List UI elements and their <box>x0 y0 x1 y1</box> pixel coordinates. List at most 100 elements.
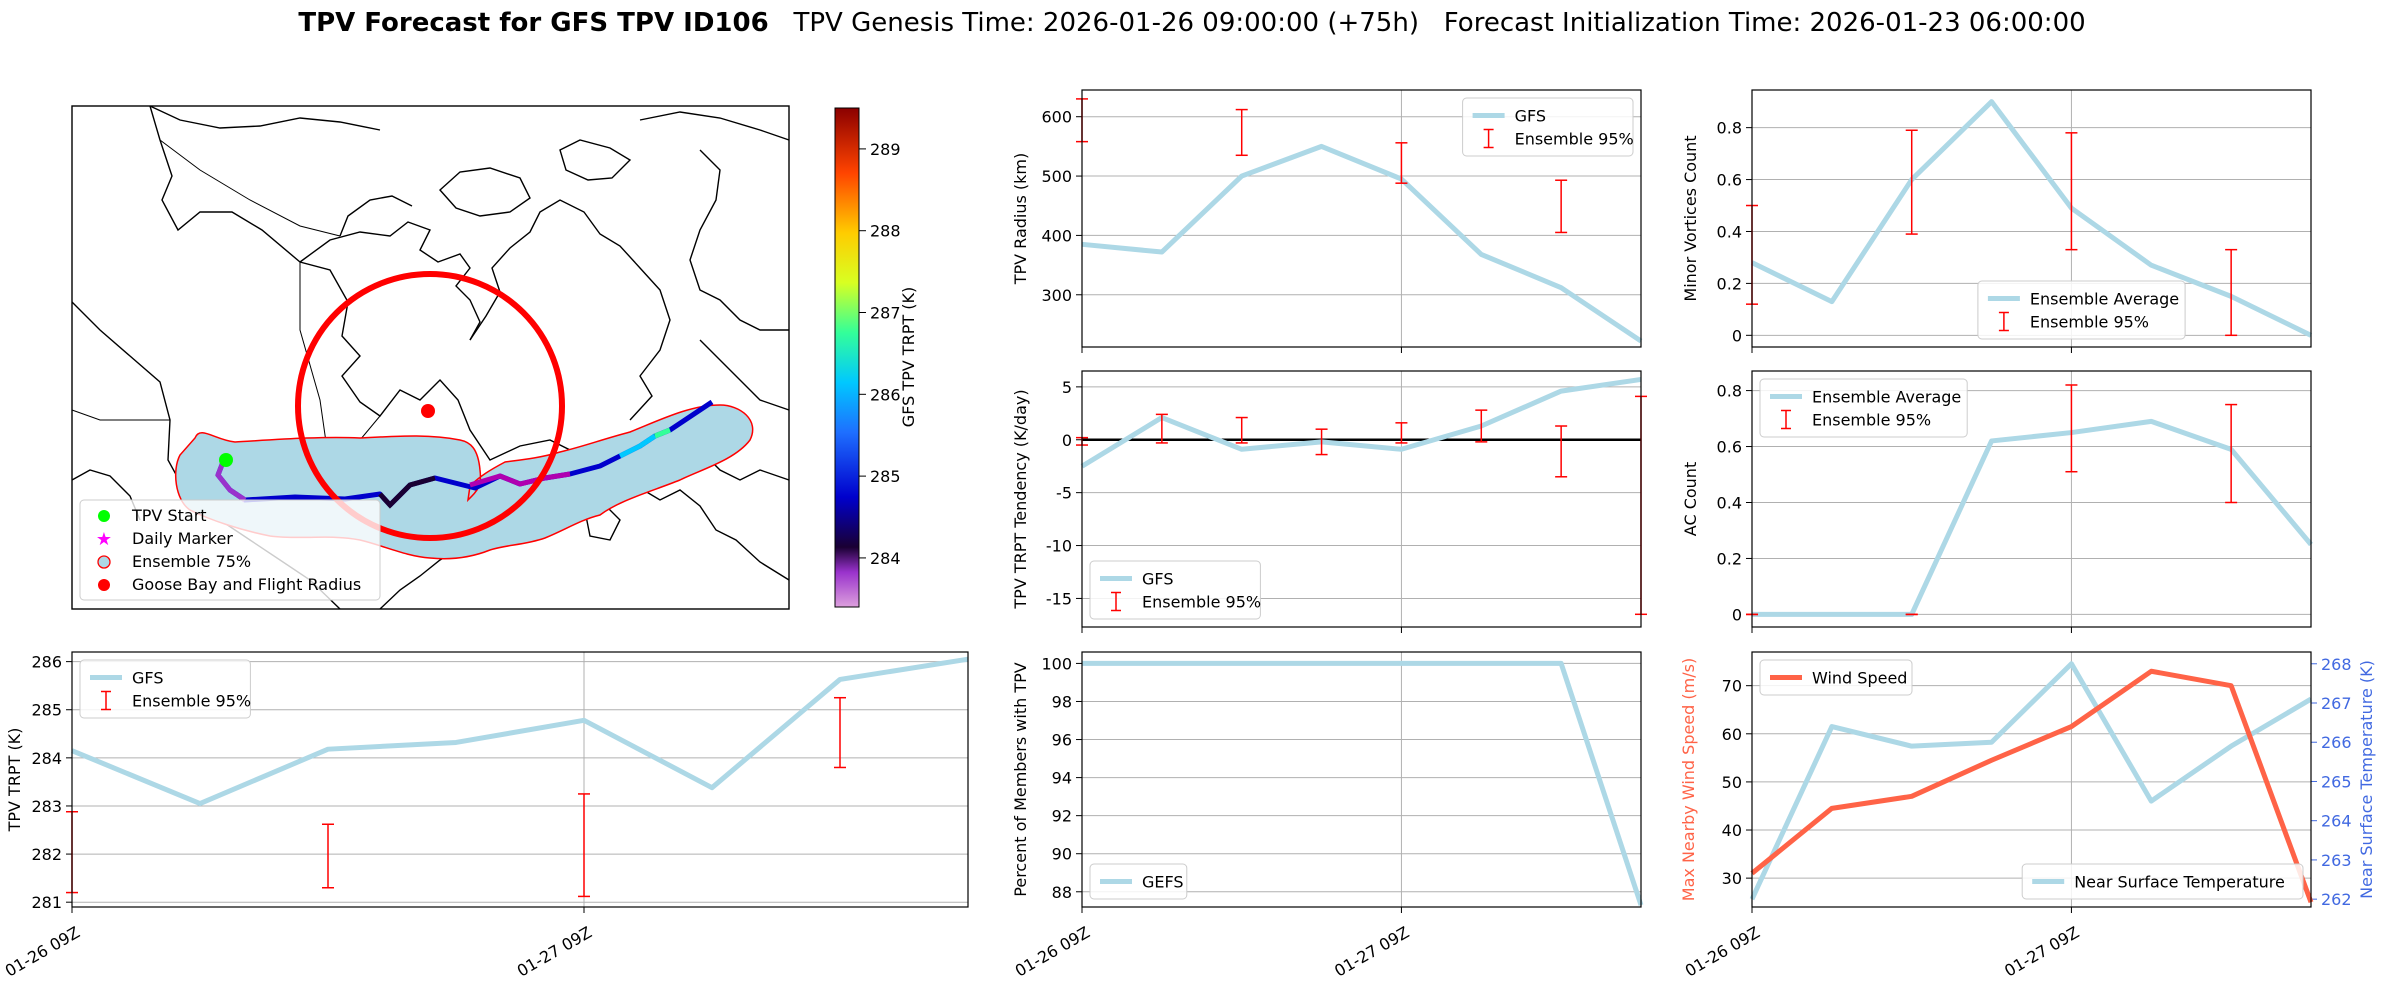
colorbar-tick-label: 286 <box>870 385 901 404</box>
legend-label: Ensemble 95% <box>1812 411 1931 430</box>
y2-tick-label: 262 <box>2321 890 2352 909</box>
y-tick-label: 0.4 <box>1717 222 1742 241</box>
map-panel: TPV Start ★ Daily Marker Ensemble 75% Go… <box>71 105 790 610</box>
figure-title: TPV Forecast for GFS TPV ID106 TPV Genes… <box>0 8 2384 38</box>
wind-temperature-chart: 30 40 50 60 70 01-26 09Z 01-27 09Z 262 263 264 265… <box>1679 651 2376 981</box>
colorbar: 284 285 286 287 288 289 GFS TPV TRPT (K) <box>834 107 918 608</box>
title-main: TPV Forecast for GFS TPV ID106 <box>298 8 769 38</box>
radius-chart: 300 400 500 600 TPV Radius (km) GFS Ensemble 9… <box>1011 89 1643 353</box>
y-tick-label: 100 <box>1041 654 1072 673</box>
y-tick-label: 50 <box>1722 773 1742 792</box>
flight-radius-circle <box>295 271 565 541</box>
y2-axis-label: Near Surface Temperature (K) <box>2357 660 2376 899</box>
legend-label: Wind Speed <box>1812 669 1907 688</box>
y-tick-label: -5 <box>1056 484 1072 503</box>
y-tick-label: -15 <box>1046 589 1072 608</box>
map-legend: TPV Start ★ Daily Marker Ensemble 75% Go… <box>79 499 381 601</box>
y-tick-label: 400 <box>1041 226 1072 245</box>
legend-goose-icon <box>98 579 110 591</box>
trpt-tendency-chart: -15 -10 -5 0 5 TPV TRPT Tendency (K/day) GFS En… <box>1011 370 1647 633</box>
y-tick-label: 300 <box>1041 286 1072 305</box>
legend-box <box>79 659 251 719</box>
tpv-track-dark-segment <box>378 475 436 509</box>
y-tick-label: 0 <box>1732 605 1742 624</box>
y-tick-label: 600 <box>1041 108 1072 127</box>
y2-tick-label: 268 <box>2321 655 2352 674</box>
y-tick-label: 0.6 <box>1717 171 1742 190</box>
legend-daily-label: Daily Marker <box>132 529 233 548</box>
y-tick-label: 0.4 <box>1717 493 1742 512</box>
title-genesis: TPV Genesis Time: 2026-01-26 09:00:00 (+… <box>793 8 1419 38</box>
y-tick-label: 286 <box>31 653 62 672</box>
x-tick-label: 01-26 09Z <box>1012 923 1093 981</box>
tpv-track-purple-segment <box>469 471 571 488</box>
chart-legend: GFS Ensemble 95% <box>1089 560 1261 620</box>
y-tick-label: 282 <box>31 845 62 864</box>
y-axis-label: TPV TRPT (K) <box>5 728 24 833</box>
y-tick-label: -10 <box>1046 537 1072 556</box>
y2-tick-label: 267 <box>2321 694 2352 713</box>
legend-label: GFS <box>1142 570 1173 589</box>
y2-tick-label: 266 <box>2321 733 2352 752</box>
y-tick-label: 30 <box>1722 869 1742 888</box>
legend-box <box>1977 280 2186 340</box>
x-tick-label: 01-27 09Z <box>514 923 595 981</box>
minor-vortices-chart: 0 0.2 0.4 0.6 0.8 Minor Vortices Count Ensembl… <box>1681 89 2313 353</box>
axes-frame <box>1751 89 2312 348</box>
legend-label: Ensemble 95% <box>1142 593 1261 612</box>
y-tick-label: 40 <box>1722 821 1742 840</box>
y-tick-label: 0 <box>1062 431 1072 450</box>
y-tick-label: 0.2 <box>1717 274 1742 293</box>
y-tick-label: 70 <box>1722 677 1742 696</box>
legend-box <box>1089 863 1188 900</box>
y2-tick-label: 264 <box>2321 812 2352 831</box>
tpv-track-start-segment <box>215 461 247 503</box>
axes-frame <box>1751 651 2312 908</box>
y-tick-label: 98 <box>1052 692 1072 711</box>
legend-label: GEFS <box>1142 873 1184 892</box>
y2-tick-label: 263 <box>2321 851 2352 870</box>
series-line <box>1081 143 1643 344</box>
series-line <box>1080 376 1642 469</box>
legend-ensemble-label: Ensemble 75% <box>132 552 251 571</box>
legend-star-icon: ★ <box>96 529 112 550</box>
chart-legend: Near Surface Temperature <box>2021 863 2304 900</box>
legend-label: Ensemble 95% <box>2030 313 2149 332</box>
chart-legend: GFS Ensemble 95% <box>79 659 251 719</box>
series-line <box>1750 668 2314 904</box>
axes-frame <box>1081 89 1642 348</box>
y-tick-label: 0.8 <box>1717 382 1742 401</box>
y-tick-label: 60 <box>1722 725 1742 744</box>
x-tick-label: 01-26 09Z <box>1682 923 1763 981</box>
x-tick-label: 01-27 09Z <box>2001 923 2082 981</box>
y-tick-label: 96 <box>1052 731 1072 750</box>
percent-members-chart: 88 90 92 94 96 98 100 01-26 09Z 01-27 09Z Percent… <box>1011 651 1644 981</box>
axes-frame <box>1081 651 1642 908</box>
chart-legend: GEFS <box>1089 863 1188 900</box>
y-tick-label: 92 <box>1052 807 1072 826</box>
legend-start-icon <box>98 510 110 522</box>
legend-box <box>1759 659 1913 696</box>
y-tick-label: 0.6 <box>1717 438 1742 457</box>
y-axis-label: Minor Vortices Count <box>1681 135 1700 301</box>
colorbar-gradient <box>834 107 860 608</box>
tpv-track-cyan-segment <box>618 433 657 459</box>
legend-label: GFS <box>132 669 163 688</box>
legend-label: Ensemble 95% <box>1515 130 1634 149</box>
colorbar-tick-label: 285 <box>870 467 901 486</box>
colorbar-tick-label: 288 <box>870 222 901 241</box>
chart-legend: Ensemble Average Ensemble 95% <box>1977 280 2186 340</box>
chart-legend: Ensemble Average Ensemble 95% <box>1759 378 1968 438</box>
x-tick-label: 01-26 09Z <box>2 923 83 981</box>
legend-label: Ensemble Average <box>2030 290 2179 309</box>
y-tick-label: 90 <box>1052 845 1072 864</box>
y-tick-label: 5 <box>1062 378 1072 397</box>
y-tick-label: 88 <box>1052 883 1072 902</box>
legend-ensemble-icon <box>97 555 111 569</box>
goose-bay-marker <box>421 404 435 418</box>
legend-label: GFS <box>1515 107 1546 126</box>
y-tick-label: 0 <box>1732 326 1742 345</box>
y-axis-label: TPV TRPT Tendency (K/day) <box>1011 389 1030 609</box>
x-tick-label: 01-27 09Z <box>1331 923 1412 981</box>
